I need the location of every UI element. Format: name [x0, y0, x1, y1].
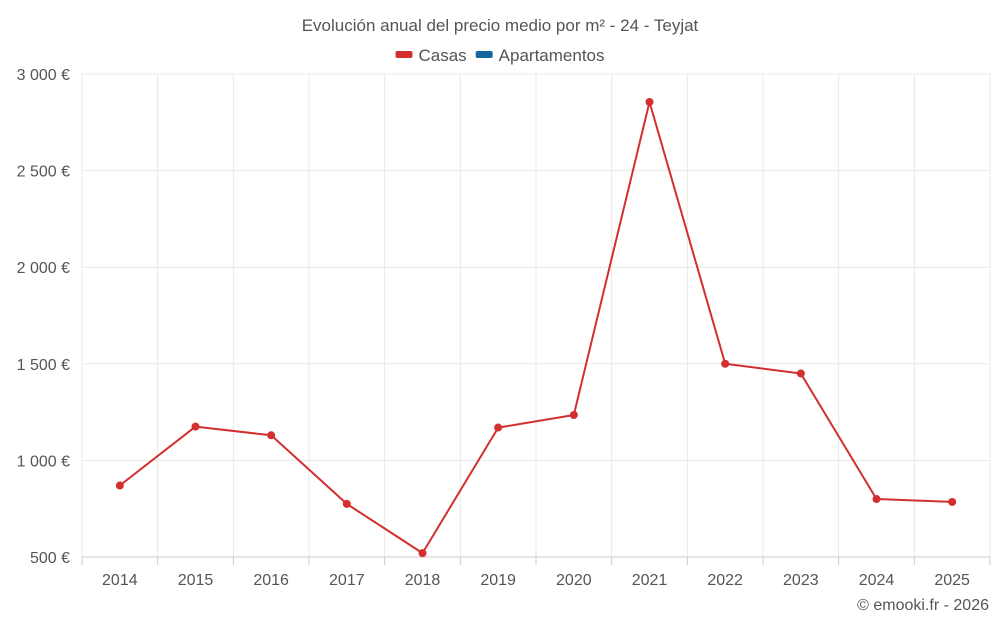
data-point[interactable]	[569, 410, 578, 419]
x-tick-label: 2014	[102, 572, 138, 589]
data-point[interactable]	[494, 423, 503, 432]
data-point[interactable]	[796, 369, 805, 378]
y-tick-label: 1 000 €	[17, 453, 70, 470]
y-tick-label: 2 500 €	[17, 164, 70, 181]
legend-label: Casas	[418, 46, 466, 65]
x-tick-label: 2024	[859, 572, 895, 589]
y-tick-label: 500 €	[30, 550, 70, 567]
legend-item-apartamentos[interactable]: Apartamentos	[475, 46, 605, 65]
y-tick-label: 3 000 €	[17, 67, 70, 84]
x-tick-label: 2019	[480, 572, 516, 589]
x-tick-label: 2025	[934, 572, 970, 589]
legend-swatch	[475, 51, 493, 58]
data-point[interactable]	[721, 359, 730, 368]
x-tick-label: 2020	[556, 572, 592, 589]
x-tick-label: 2022	[707, 572, 743, 589]
y-tick-label: 2 000 €	[17, 260, 70, 277]
series-layer	[115, 98, 957, 558]
x-tick-label: 2015	[178, 572, 214, 589]
grid	[81, 73, 991, 558]
legend-item-casas[interactable]: Casas	[395, 46, 467, 65]
chart-title: Evolución anual del precio medio por m² …	[302, 16, 699, 35]
data-point[interactable]	[267, 431, 276, 440]
x-tick-label: 2021	[632, 572, 668, 589]
legend-swatch	[395, 51, 413, 58]
data-point[interactable]	[418, 549, 427, 558]
data-point[interactable]	[115, 481, 124, 490]
legend[interactable]: Casas Apartamentos	[395, 46, 605, 65]
y-tick-label: 1 500 €	[17, 357, 70, 374]
series-line-casas	[119, 101, 953, 555]
credit-text: © emooki.fr - 2026	[857, 597, 989, 614]
x-tick-label: 2017	[329, 572, 365, 589]
data-point[interactable]	[191, 422, 200, 431]
x-tick-label: 2023	[783, 572, 819, 589]
data-point[interactable]	[948, 497, 957, 506]
legend-label: Apartamentos	[499, 46, 605, 65]
x-tick-label: 2016	[253, 572, 289, 589]
data-point[interactable]	[645, 98, 654, 107]
data-point[interactable]	[872, 495, 881, 504]
x-tick-label: 2018	[405, 572, 441, 589]
data-point[interactable]	[342, 499, 351, 508]
axes: 500 € 1 000 € 1 500 € 2 000 € 2 500 € 3 000 €…	[17, 67, 991, 589]
